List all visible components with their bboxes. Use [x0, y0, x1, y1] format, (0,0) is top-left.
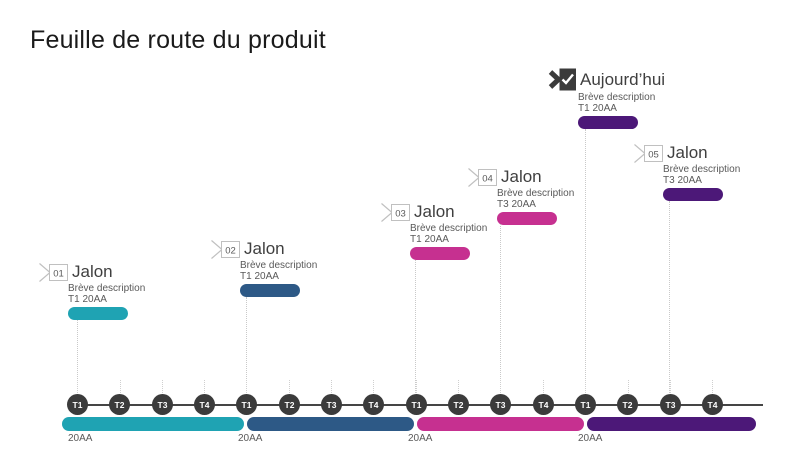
year-label-1: 20AA [68, 433, 93, 444]
quarter-tick [204, 380, 205, 393]
milestone-drop-line [500, 224, 501, 393]
milestone-bar [663, 188, 723, 201]
milestone-drop-line [585, 129, 586, 393]
milestone-description: Brève description [240, 260, 318, 271]
milestone-title: Jalon [414, 202, 455, 221]
milestone-title: Jalon [244, 239, 285, 258]
quarter-marker: T3 [152, 394, 173, 415]
milestone-number: 03 [395, 208, 406, 219]
quarter-marker: T4 [702, 394, 723, 415]
year-label-2: 20AA [238, 433, 263, 444]
milestone-date: T1 20AA [240, 271, 279, 282]
milestone-number: 02 [225, 245, 236, 256]
milestone-date: T3 20AA [663, 175, 702, 186]
milestone-number: 04 [482, 173, 493, 184]
quarter-marker: T3 [321, 394, 342, 415]
today-checkmark-flag-icon [548, 68, 576, 91]
year-bar-1 [62, 417, 244, 431]
milestone-description: Brève description [410, 223, 488, 234]
milestone-flag-icon: 02 [211, 239, 240, 259]
milestone-drop-line [415, 260, 416, 393]
quarter-marker: T3 [660, 394, 681, 415]
milestone-title: Jalon [72, 262, 113, 281]
milestone-bar [410, 247, 470, 260]
quarter-tick [585, 380, 586, 393]
milestone-date: T1 20AA [68, 294, 107, 305]
milestone-flag-icon: 04 [468, 167, 497, 187]
milestone-bar [240, 284, 300, 297]
quarter-marker: T2 [279, 394, 300, 415]
quarter-tick [120, 380, 121, 393]
milestone-number: 05 [648, 149, 659, 160]
quarter-marker: T4 [363, 394, 384, 415]
milestone-date: T3 20AA [497, 199, 536, 210]
milestone-04: 04 Jalon Brève description T3 20AA [467, 167, 617, 225]
quarter-tick [289, 380, 290, 393]
today-title: Aujourd’hui [580, 69, 666, 89]
milestone-bar [497, 212, 557, 225]
milestone-flag-icon: 01 [39, 262, 68, 282]
milestone-number: 01 [53, 268, 64, 279]
milestone-drop-line [77, 320, 78, 393]
quarter-tick [712, 380, 713, 393]
milestone-drop-line [669, 201, 670, 393]
quarter-tick [500, 380, 501, 393]
milestone-flag-icon: 03 [381, 202, 410, 222]
quarter-marker: T4 [194, 394, 215, 415]
milestone-description: Brève description [663, 164, 741, 175]
quarter-tick [416, 380, 417, 393]
milestone-05: 05 Jalon Brève description T3 20AA [633, 143, 783, 201]
milestone-description: Brève description [68, 283, 146, 294]
quarter-marker: T2 [109, 394, 130, 415]
today-description: Brève description [578, 92, 656, 103]
quarter-tick [373, 380, 374, 393]
year-label-3: 20AA [408, 433, 433, 444]
quarter-tick [543, 380, 544, 393]
milestone-title: Jalon [667, 143, 708, 162]
year-label-4: 20AA [578, 433, 603, 444]
quarter-tick [458, 380, 459, 393]
milestone-bar [68, 307, 128, 320]
today-marker: Aujourd’hui Brève description T1 20AA [548, 68, 698, 129]
quarter-marker: T1 [406, 394, 427, 415]
milestone-03: 03 Jalon Brève description T1 20AA [380, 202, 530, 260]
milestone-02: 02 Jalon Brève description T1 20AA [210, 239, 360, 297]
milestone-description: Brève description [497, 188, 575, 199]
quarter-tick [246, 380, 247, 393]
milestone-drop-line [246, 297, 247, 393]
quarter-tick [77, 380, 78, 393]
year-bar-4 [587, 417, 756, 431]
year-bar-2 [247, 417, 414, 431]
milestone-date: T1 20AA [410, 234, 449, 245]
quarter-tick [162, 380, 163, 393]
year-bar-3 [417, 417, 584, 431]
quarter-marker: T3 [490, 394, 511, 415]
quarter-tick [670, 380, 671, 393]
milestone-01: 01 Jalon Brève description T1 20AA [38, 262, 188, 320]
quarter-tick [331, 380, 332, 393]
milestone-title: Jalon [501, 167, 542, 186]
today-date: T1 20AA [578, 103, 617, 114]
quarter-marker: T1 [67, 394, 88, 415]
milestone-flag-icon: 05 [634, 143, 663, 163]
today-bar [578, 116, 638, 129]
quarter-marker: T4 [533, 394, 554, 415]
quarter-marker: T1 [575, 394, 596, 415]
page-title: Feuille de route du produit [30, 26, 326, 54]
quarter-marker: T2 [448, 394, 469, 415]
quarter-tick [628, 380, 629, 393]
quarter-marker: T1 [236, 394, 257, 415]
quarter-marker: T2 [617, 394, 638, 415]
